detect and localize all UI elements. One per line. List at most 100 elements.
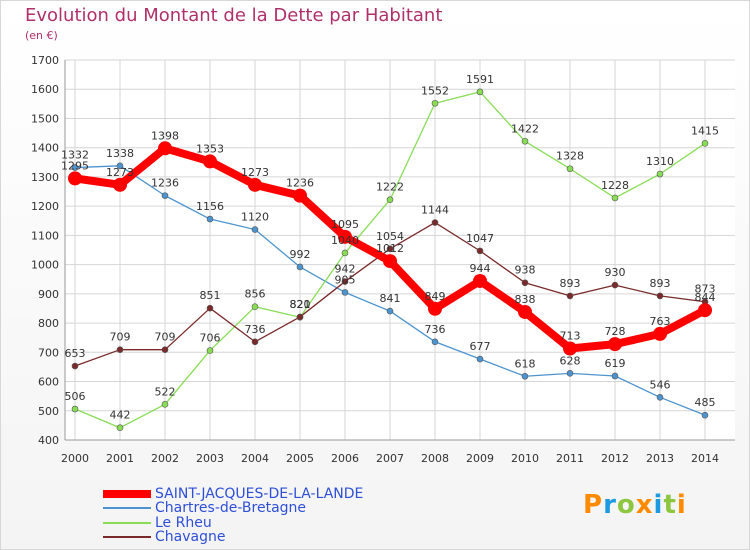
data-point-0 [113,177,127,192]
y-tick-label: 700 [38,346,59,359]
data-label-0: 1273 [241,166,269,179]
data-point-3 [611,281,619,289]
data-point-0 [698,303,712,318]
data-label-0: 838 [515,293,536,306]
data-point-0 [158,141,172,156]
data-point-1 [656,394,664,401]
data-label-3: 942 [335,263,356,276]
y-tick-label: 900 [38,288,59,301]
x-tick-label: 2005 [286,452,314,465]
data-point-1 [431,338,439,346]
data-point-2 [701,140,709,147]
data-point-1 [701,411,709,419]
data-point-3 [521,279,529,287]
y-tick-label: 1000 [31,259,59,272]
data-label-1: 841 [380,292,401,305]
data-point-0 [293,188,307,203]
data-label-1: 1156 [196,200,224,213]
data-label-2: 1415 [691,124,719,137]
y-tick-label: 1300 [31,171,59,184]
data-label-0: 728 [605,325,626,338]
data-point-3 [296,313,304,321]
legend-swatch [103,507,151,509]
data-point-2 [431,99,439,107]
data-label-3: 893 [650,277,671,290]
data-label-3: 1144 [421,204,449,217]
data-point-0 [653,326,667,341]
data-label-0: 1398 [151,129,179,142]
data-label-2: 1591 [466,73,494,86]
data-label-1: 736 [425,323,446,336]
data-label-3: 821 [290,298,311,311]
y-tick-label: 500 [38,405,59,418]
data-point-0 [68,171,82,186]
data-label-1: 1120 [241,211,269,224]
data-point-1 [161,192,169,199]
data-label-2: 1552 [421,84,449,97]
data-point-3 [656,292,664,300]
data-point-3 [476,247,484,255]
y-tick-label: 1100 [31,229,59,242]
data-label-2: 506 [65,390,86,403]
data-point-2 [476,88,484,96]
data-label-2: 522 [155,385,176,398]
data-point-1 [611,372,619,380]
data-point-3 [341,278,349,285]
data-point-3 [386,245,394,253]
data-point-0 [518,304,532,319]
legend-label: Chartres-de-Bretagne [155,500,307,516]
data-point-1 [566,370,574,377]
data-label-3: 736 [245,323,266,336]
data-label-2: 1328 [556,150,584,163]
data-label-1: 485 [695,396,716,409]
data-label-3: 1054 [376,230,404,243]
data-label-3: 709 [110,331,131,344]
data-label-3: 1047 [466,232,494,245]
data-label-3: 709 [155,331,176,344]
data-label-1: 1338 [106,147,134,160]
data-label-0: 1295 [61,159,89,172]
data-label-0: 1095 [331,218,359,231]
y-tick-label: 400 [38,434,59,447]
x-tick-label: 2009 [466,452,494,465]
data-point-2 [566,165,574,173]
data-point-3 [116,346,124,353]
data-label-0: 944 [470,262,491,275]
chart-title: Evolution du Montant de la Dette par Hab… [25,5,443,26]
y-tick-label: 1500 [31,112,59,125]
y-tick-label: 600 [38,376,59,389]
data-label-3: 938 [515,264,536,277]
data-point-1 [341,289,349,296]
x-tick-label: 2002 [151,452,179,465]
data-label-0: 849 [425,290,446,303]
data-label-1: 677 [470,340,491,353]
data-label-1: 618 [515,357,536,370]
data-point-2 [161,401,169,408]
chart-subtitle: (en €) [25,29,58,42]
data-label-0: 713 [560,330,581,343]
data-label-1: 1236 [151,177,179,190]
data-label-2: 1310 [646,155,674,168]
data-label-2: 442 [110,409,131,422]
x-tick-label: 2008 [421,452,449,465]
data-point-0 [338,229,352,244]
data-label-0: 763 [650,315,671,328]
legend-swatch [103,536,151,538]
data-point-2 [656,170,664,178]
data-point-0 [248,177,262,192]
data-label-0: 1236 [286,177,314,190]
legend-label: Chavagne [155,529,226,545]
data-label-2: 820 [290,298,311,311]
x-tick-label: 2014 [691,452,719,465]
data-label-2: 706 [200,332,221,345]
data-label-1: 619 [605,357,626,370]
data-label-2: 1222 [376,181,404,194]
data-point-3 [566,292,574,300]
data-point-3 [431,219,439,226]
data-label-1: 546 [650,378,671,391]
data-point-2 [251,303,259,311]
data-label-3: 873 [695,283,716,296]
data-label-0: 1273 [106,166,134,179]
data-point-0 [473,273,487,288]
data-point-1 [206,215,214,223]
